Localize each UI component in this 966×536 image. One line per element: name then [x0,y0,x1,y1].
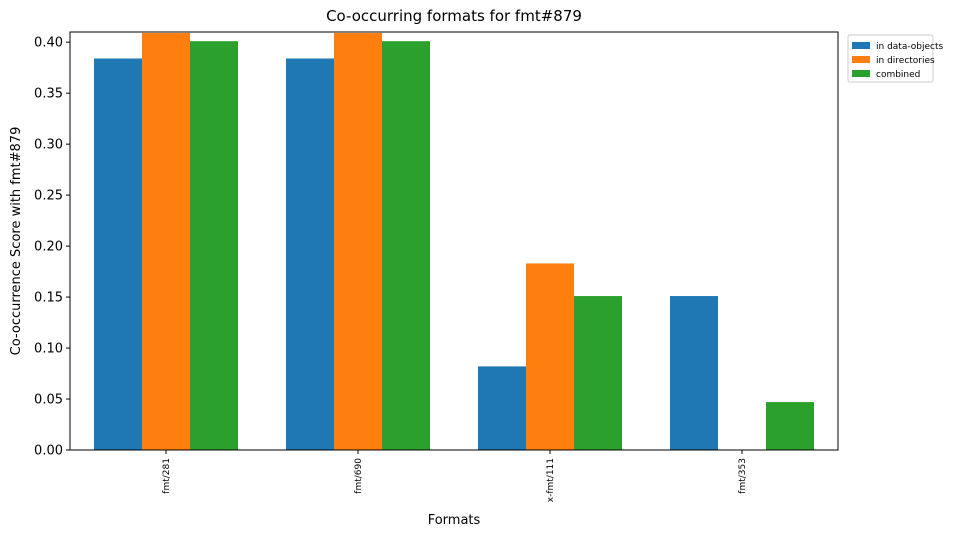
y-tick-label: 0.00 [34,444,63,459]
x-tick-label: fmt/690 [354,458,364,494]
x-tick-label: fmt/353 [738,458,748,494]
bar-fmt-281-series-0 [94,58,142,450]
bar-x-fmt-111-series-0 [478,366,526,450]
bar-fmt-690-series-0 [286,58,334,450]
y-tick-label: 0.20 [34,240,63,255]
bar-fmt-281-series-1 [142,33,190,451]
legend-swatch [852,56,870,63]
y-axis-title: Co-occurrence Score with fmt#879 [9,127,24,356]
bar-x-fmt-111-series-1 [526,263,574,450]
y-tick-label: 0.40 [34,36,63,51]
bar-fmt-690-series-2 [382,41,430,451]
bar-fmt-353-series-0 [670,296,718,450]
y-axis: 0.00 0.05 0.10 0.15 0.20 0.25 0.30 0.35 0.40 [34,36,70,459]
legend-swatch [852,70,870,77]
y-tick-label: 0.05 [34,393,63,408]
y-tick-label: 0.25 [34,189,63,204]
y-tick-label: 0.35 [34,87,63,102]
chart-title: Co-occurring formats for fmt#879 [326,7,582,25]
legend-label: in data-objects [876,42,943,52]
y-tick-label: 0.15 [34,291,63,306]
y-tick-label: 0.30 [34,138,63,153]
legend-swatch [852,42,870,49]
bar-fmt-690-series-1 [334,33,382,451]
x-tick-label: x-fmt/111 [546,458,556,502]
bar-fmt-281-series-2 [190,41,238,451]
x-tick-label: fmt/281 [162,458,172,494]
x-axis-title: Formats [428,513,481,528]
plot-frame [69,31,839,451]
x-axis: fmt/281 fmt/690 x-fmt/111 fmt/353 [162,450,748,502]
legend: in data-objects in directories combined [847,34,943,83]
bars [94,33,814,451]
legend-label: in directories [876,56,935,66]
legend-label: combined [876,70,920,80]
y-tick-label: 0.10 [34,342,63,357]
bar-x-fmt-111-series-2 [574,296,622,450]
bar-fmt-353-series-2 [766,402,814,450]
